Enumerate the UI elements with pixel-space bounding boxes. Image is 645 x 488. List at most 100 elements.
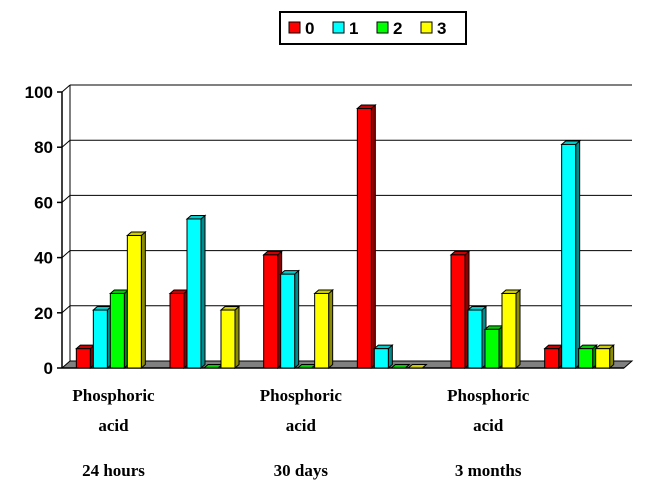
gridline-side	[61, 305, 71, 314]
plot-back-wall	[70, 85, 632, 361]
bar-top	[594, 344, 615, 350]
bar-top	[92, 306, 113, 311]
bar-front	[75, 348, 91, 369]
bar-top	[296, 364, 317, 369]
bar-top	[219, 306, 241, 311]
bar-top	[202, 364, 224, 369]
bar-3-5	[500, 288, 522, 370]
bars	[75, 103, 615, 370]
legend-label: 3	[437, 19, 446, 38]
bar-0-1	[75, 344, 96, 370]
bar-top	[483, 325, 505, 330]
bar-top	[543, 344, 564, 350]
bar-top	[279, 270, 300, 275]
axes	[57, 85, 624, 369]
category-label-line2: acid	[473, 416, 504, 435]
bar-3-2	[219, 305, 241, 370]
bar-front	[595, 348, 611, 369]
bar-front	[578, 348, 594, 369]
bar-2-6	[577, 344, 598, 370]
legend-item-1: 1	[332, 19, 358, 38]
y-tick-label: 0	[44, 359, 53, 378]
bar-top	[168, 289, 190, 294]
bar-side	[575, 139, 581, 370]
legend-item-0: 0	[288, 19, 314, 38]
bar-top	[466, 306, 488, 311]
category-label-line1: Phosphoric	[260, 386, 343, 405]
bar-front	[109, 292, 125, 369]
y-tick-labels: 0 20 40 60 80 100	[25, 83, 53, 378]
bar-top	[560, 140, 581, 145]
bar-top	[185, 214, 207, 220]
bar-3-1	[126, 230, 147, 370]
category-label-line2: acid	[98, 416, 129, 435]
bar-front	[186, 218, 202, 369]
gridline-side	[61, 250, 71, 258]
category-label-line3: 30 days	[274, 461, 329, 480]
bar-top	[500, 289, 522, 294]
bar-front	[314, 292, 330, 369]
bar-front	[561, 143, 577, 369]
legend-swatch	[332, 21, 345, 34]
legend-swatch	[376, 21, 389, 34]
legend-label: 0	[305, 19, 314, 38]
bar-top	[313, 289, 334, 294]
bar-1-1	[92, 305, 113, 370]
legend: 0 1 2 3	[279, 11, 467, 45]
bar-1-3	[279, 269, 300, 370]
bar-side	[370, 103, 376, 370]
bar-front	[280, 273, 296, 369]
legend-item-3: 3	[420, 19, 446, 38]
bar-2-2	[202, 364, 224, 369]
bar-3-4	[407, 364, 428, 369]
bar-side	[200, 214, 206, 370]
legend-item-2: 2	[376, 19, 402, 38]
category-label-line1: Phosphoric	[72, 386, 155, 405]
y-tick-label: 60	[34, 193, 53, 212]
bar-top	[577, 344, 598, 350]
bar-1-5	[466, 305, 488, 370]
gridline-side	[61, 84, 71, 93]
legend-swatch	[420, 21, 433, 34]
plot-area	[70, 85, 632, 361]
bar-3-6	[594, 344, 615, 370]
bar-top	[126, 231, 147, 237]
bar-front	[467, 309, 483, 369]
bar-top	[407, 364, 428, 369]
category-label-line2: acid	[286, 416, 317, 435]
bar-front	[220, 309, 236, 369]
bar-top	[390, 364, 411, 369]
bar-2-4	[390, 364, 411, 369]
y-tick-label: 80	[34, 138, 53, 157]
gridlines	[61, 84, 632, 314]
y-tick-label: 100	[25, 83, 53, 102]
bar-front	[373, 348, 389, 369]
gridline-side	[61, 195, 71, 203]
bar-side	[140, 230, 146, 370]
legend-label: 1	[349, 19, 358, 38]
legend-box	[279, 11, 467, 45]
bar-front	[544, 348, 560, 369]
bar-top	[109, 289, 130, 294]
bar-front	[501, 292, 517, 369]
bar-top	[356, 104, 377, 110]
bar-0-4	[356, 103, 377, 370]
bar-top	[262, 250, 283, 256]
y-tick-label: 20	[34, 304, 53, 323]
bar-0-2	[168, 288, 190, 370]
category-label-line3: 3 months	[455, 461, 522, 480]
bar-1-2	[185, 214, 207, 370]
bar-top	[449, 250, 471, 256]
bar-front	[263, 254, 279, 369]
legend-swatch	[288, 21, 301, 34]
bar-2-1	[109, 288, 130, 370]
category-labels: Phosphoric acid 24 hours Phosphoric acid 30 d…	[72, 386, 529, 480]
bar-0-5	[449, 250, 471, 370]
bar-side	[328, 288, 334, 370]
gridline-side	[61, 139, 71, 148]
bar-1-6	[560, 139, 581, 370]
bar-2-3	[296, 364, 317, 369]
category-label-line1: Phosphoric	[447, 386, 530, 405]
bar-front	[92, 309, 108, 369]
